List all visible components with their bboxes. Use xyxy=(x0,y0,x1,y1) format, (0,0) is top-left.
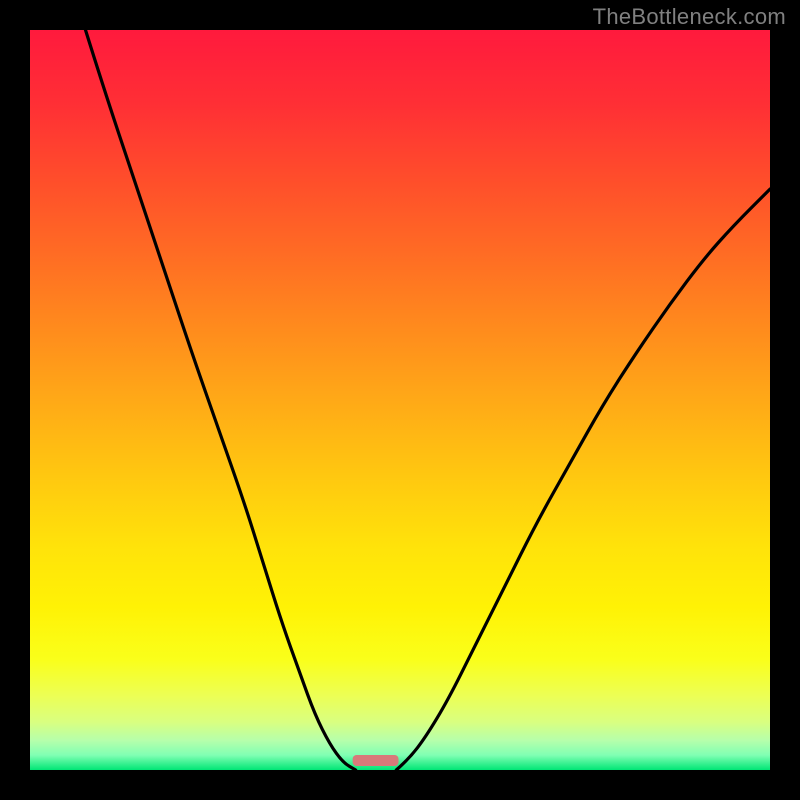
bottleneck-chart xyxy=(0,0,800,800)
optimal-marker xyxy=(353,755,399,766)
watermark-text: TheBottleneck.com xyxy=(593,4,786,30)
gradient-background xyxy=(30,30,770,770)
